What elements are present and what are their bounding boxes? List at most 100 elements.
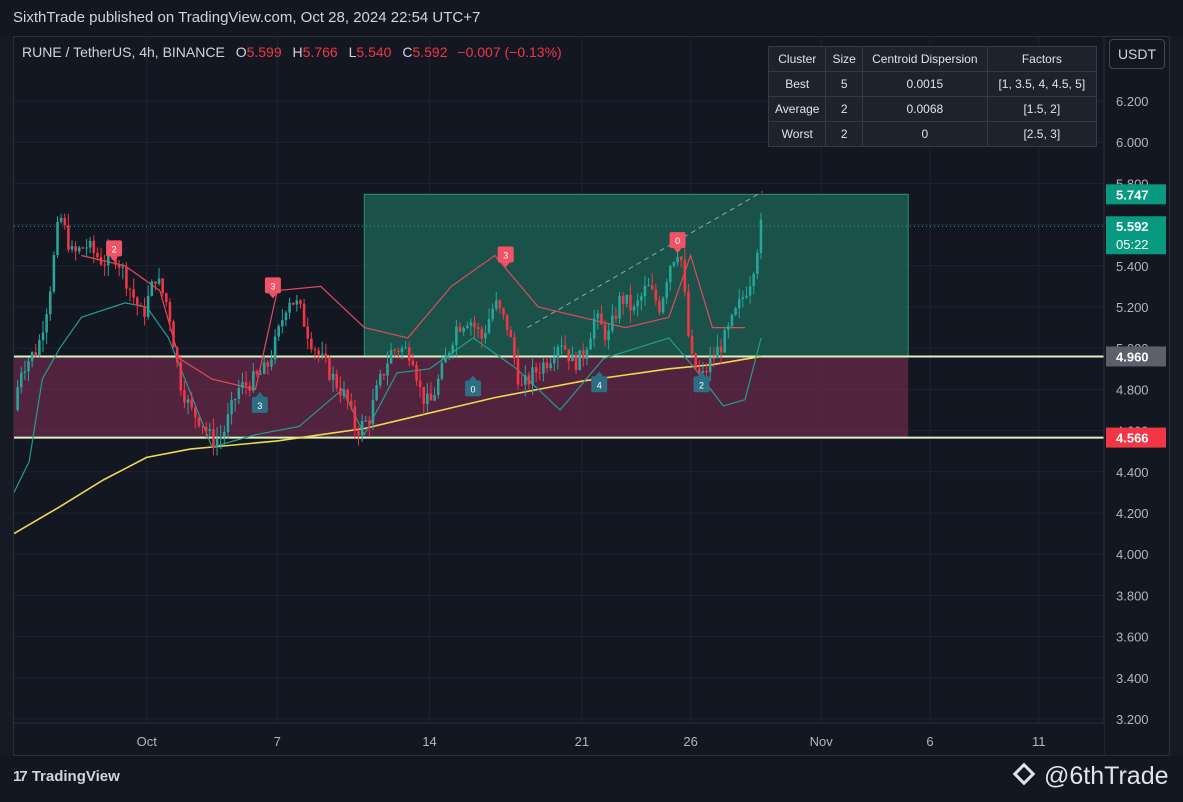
diamond-logo-icon	[1012, 762, 1036, 786]
candle-body	[415, 364, 418, 381]
table-row: Worst 2 0 [2.5, 3]	[767, 121, 1097, 147]
candle-body	[553, 358, 556, 364]
candle-body	[183, 390, 186, 403]
candle-body	[585, 349, 589, 359]
price-tick-label: 5.400	[1116, 259, 1149, 274]
candle-body	[335, 373, 338, 388]
candle-body	[128, 288, 132, 290]
candle-body	[679, 256, 683, 261]
candle-body	[248, 385, 251, 391]
candle-body	[737, 298, 741, 309]
high-label: H	[292, 44, 303, 60]
candle-body	[669, 266, 672, 283]
candle-body	[371, 400, 375, 425]
publish-header: SixthTrade published on TradingView.com,…	[0, 0, 1183, 36]
candle-body	[190, 399, 193, 408]
size-cell: 5	[825, 71, 863, 97]
price-tick-label: 4.400	[1116, 465, 1149, 480]
candle-body	[179, 362, 183, 391]
candle-body	[146, 296, 150, 317]
currency-button[interactable]: USDT	[1109, 39, 1165, 69]
signal-label: 3	[503, 251, 508, 261]
open-value: 5.599	[246, 44, 282, 60]
candle-body	[734, 308, 737, 315]
signal-marker: 3	[497, 246, 514, 268]
signal-marker: 4	[591, 371, 608, 393]
signal-badge	[591, 376, 608, 393]
change-value: −0.007 (−0.13%)	[457, 44, 562, 60]
candle-body	[397, 350, 400, 353]
candle-body	[748, 286, 752, 296]
candle-body	[549, 363, 552, 369]
candle-body	[121, 266, 125, 268]
price-tag	[1106, 216, 1166, 255]
candle-body	[426, 393, 429, 404]
candle-body	[538, 372, 542, 374]
candles	[16, 212, 763, 456]
candle-body	[186, 399, 190, 403]
candle-body	[676, 256, 679, 263]
candle-body	[154, 281, 157, 284]
candle-body	[342, 389, 346, 396]
header-cell: Factors	[986, 46, 1097, 72]
candle-body	[262, 362, 266, 374]
header-cell: Cluster	[767, 46, 827, 72]
candle-body	[643, 285, 647, 297]
candle-body	[618, 295, 621, 319]
time-tick-label: Nov	[810, 734, 834, 749]
candle-body	[23, 371, 27, 373]
signal-badge	[497, 246, 514, 263]
candle-body	[473, 322, 476, 328]
open-label: O	[235, 44, 247, 60]
signal-marker: 0	[669, 232, 686, 254]
candle-body	[672, 262, 676, 267]
time-tick-label: 7	[274, 734, 281, 749]
candle-body	[339, 387, 342, 396]
close-value: 5.592	[412, 44, 448, 60]
candle-body	[640, 296, 643, 301]
candle-body	[165, 293, 168, 303]
candle-body	[52, 255, 56, 292]
candle-body	[136, 297, 139, 306]
candle-body	[418, 380, 422, 387]
candle-body	[241, 382, 244, 388]
price-chart[interactable]: 233034026.2006.0005.8005.6005.4005.2005.…	[14, 37, 1169, 755]
price-tick-label: 3.800	[1116, 588, 1149, 603]
tradingview-logo[interactable]: 17 TradingView	[13, 768, 120, 785]
candle-body	[433, 394, 436, 401]
candle-body	[578, 350, 581, 371]
candle-body	[244, 382, 248, 386]
candle-body	[592, 318, 596, 339]
watermark-text: @6thTrade	[1044, 762, 1169, 790]
candle-body	[531, 367, 534, 385]
signal-pointer	[595, 371, 604, 377]
signal-label: 0	[675, 236, 680, 246]
signal-pointer	[255, 391, 264, 397]
candle-body	[520, 384, 523, 386]
cluster-table: Cluster Size Centroid Dispersion Factors…	[767, 46, 1097, 147]
candle-body	[571, 354, 574, 362]
table-row: Average 2 0.0068 [1.5, 2]	[767, 96, 1097, 122]
candle-body	[498, 300, 502, 309]
candle-body	[41, 332, 45, 341]
candle-body	[266, 362, 270, 367]
candle-body	[545, 362, 549, 369]
candle-body	[705, 371, 708, 373]
candle-body	[30, 352, 34, 362]
tradingview-mark-icon: 17	[13, 768, 28, 785]
low-label: L	[348, 44, 357, 60]
candle-body	[607, 330, 610, 341]
signal-pointer	[673, 248, 682, 254]
candle-body	[172, 321, 175, 348]
price-tag-label: 5.747	[1116, 187, 1149, 202]
level-tag-label: 4.960	[1116, 349, 1149, 364]
candle-body	[273, 336, 277, 360]
price-tick-label: 3.400	[1116, 671, 1149, 686]
footer-bar	[0, 756, 1183, 802]
chart-pane[interactable]: 233034026.2006.0005.8005.6005.4005.2005.…	[13, 36, 1170, 756]
candle-body	[694, 353, 697, 369]
candle-body	[600, 313, 603, 325]
signal-label: 0	[471, 384, 476, 394]
candle-body	[458, 326, 462, 332]
time-tick-label: 21	[575, 734, 589, 749]
